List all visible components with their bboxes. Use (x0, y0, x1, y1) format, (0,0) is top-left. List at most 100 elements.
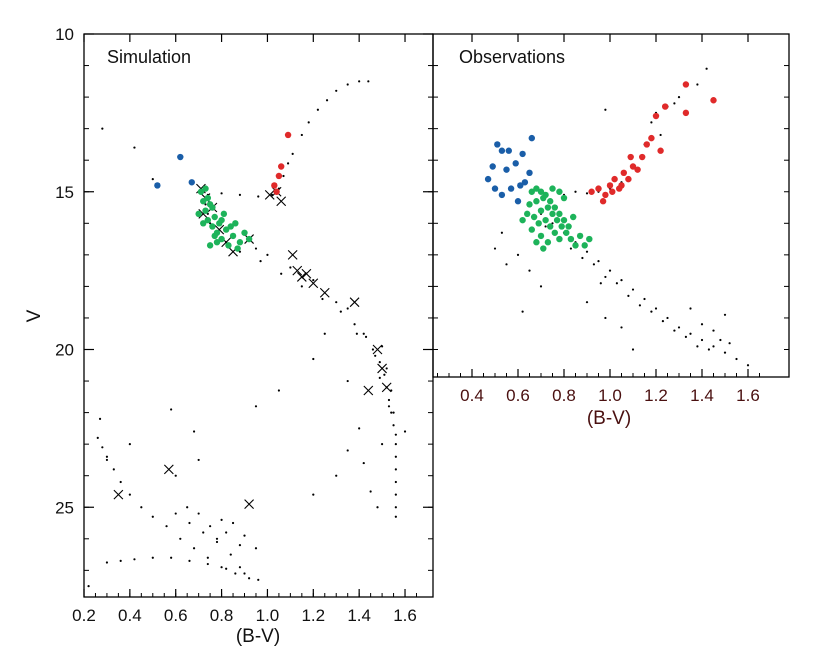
highlighted-star-point (609, 188, 616, 195)
star-point (661, 320, 665, 323)
star-point (197, 512, 200, 515)
star-point (151, 178, 154, 181)
star-point (238, 566, 242, 569)
star-point (257, 195, 260, 198)
star-point (220, 518, 223, 521)
observations-plot-frame (432, 33, 790, 378)
highlighted-star-point (494, 141, 501, 148)
y-tick-label: 10 (55, 25, 74, 44)
highlighted-star-point (517, 182, 524, 189)
star-point (316, 108, 319, 111)
highlighted-star-point (202, 185, 209, 192)
star-point (599, 282, 602, 285)
star-point (700, 323, 704, 326)
star-point (585, 192, 589, 195)
x-tick-label: 1.6 (736, 386, 760, 405)
highlighted-star-point (549, 185, 556, 192)
observations-panel: Observations (B-V) 0.4 0.6 0.8 1.0 1.2 1.4 1.6 (432, 33, 790, 429)
star-point (335, 89, 338, 92)
highlighted-star-point (227, 223, 234, 230)
star-point (650, 310, 653, 313)
highlighted-star-point (648, 134, 655, 142)
star-point (206, 562, 209, 566)
star-point (151, 556, 154, 559)
star-point (346, 307, 349, 310)
highlighted-star-point (273, 188, 280, 195)
cross-marker (163, 464, 174, 475)
highlighted-star-point (567, 235, 575, 243)
highlighted-star-point (225, 242, 232, 249)
star-point (339, 310, 342, 313)
simulation-data-points (87, 80, 407, 588)
star-point (390, 411, 393, 414)
highlighted-star-point (535, 220, 542, 227)
star-point (385, 367, 388, 370)
highlighted-star-point (558, 223, 565, 230)
star-point (592, 263, 596, 266)
cross-marker (319, 287, 330, 298)
cross-marker (244, 499, 254, 509)
cross-marker (292, 265, 303, 276)
star-point (325, 99, 329, 102)
star-point (335, 474, 338, 477)
star-point (346, 83, 349, 86)
star-point (174, 512, 177, 515)
star-point (192, 430, 196, 433)
star-point (188, 559, 191, 562)
x-tick-label: 0.8 (210, 606, 234, 625)
star-point (312, 493, 315, 496)
highlighted-star-point (204, 216, 212, 224)
star-point (728, 342, 731, 345)
highlighted-star-point (537, 232, 545, 240)
highlighted-star-point (643, 141, 650, 148)
star-point (291, 152, 294, 155)
star-point (380, 443, 384, 446)
highlighted-star-point (213, 239, 221, 246)
highlighted-star-point (275, 172, 283, 180)
star-point (300, 285, 303, 288)
highlighted-star-point (505, 147, 512, 154)
highlighted-star-point (625, 175, 632, 183)
star-point (394, 493, 397, 496)
highlighted-star-point (618, 182, 625, 189)
simulation-y-axis-label: V (24, 309, 45, 322)
highlighted-star-point (526, 169, 533, 177)
star-point (569, 247, 573, 250)
highlighted-star-point (576, 232, 584, 240)
highlighted-star-point (489, 163, 496, 170)
highlighted-star-point (498, 147, 506, 154)
star-point (650, 121, 653, 124)
star-point (604, 108, 607, 111)
star-point (358, 427, 361, 430)
star-point (364, 335, 368, 338)
star-point (286, 162, 290, 165)
highlighted-star-point (629, 163, 637, 170)
star-point (300, 133, 303, 137)
highlighted-star-point (234, 245, 241, 252)
highlighted-star-point (200, 198, 207, 205)
star-point (505, 263, 508, 266)
highlighted-star-point (657, 147, 664, 154)
star-point (378, 361, 381, 364)
star-point (516, 253, 520, 256)
star-point (684, 335, 688, 338)
star-point (346, 379, 349, 383)
star-point (215, 540, 219, 544)
star-point (170, 408, 173, 411)
star-point (604, 316, 607, 320)
highlighted-star-point (533, 239, 540, 246)
star-point (353, 323, 356, 326)
star-point (282, 174, 285, 178)
highlighted-star-point (211, 232, 218, 240)
star-point (369, 490, 372, 493)
x-tick-label: 0.2 (72, 606, 96, 625)
star-point (394, 443, 397, 446)
x-tick-label: 1.2 (301, 606, 325, 625)
star-point (280, 272, 283, 275)
simulation-x-axis-label: (B-V) (236, 626, 280, 647)
highlighted-star-point (236, 239, 244, 246)
star-point (321, 297, 324, 301)
highlighted-star-point (682, 81, 690, 88)
highlighted-star-point (232, 220, 239, 227)
star-point (528, 269, 531, 272)
